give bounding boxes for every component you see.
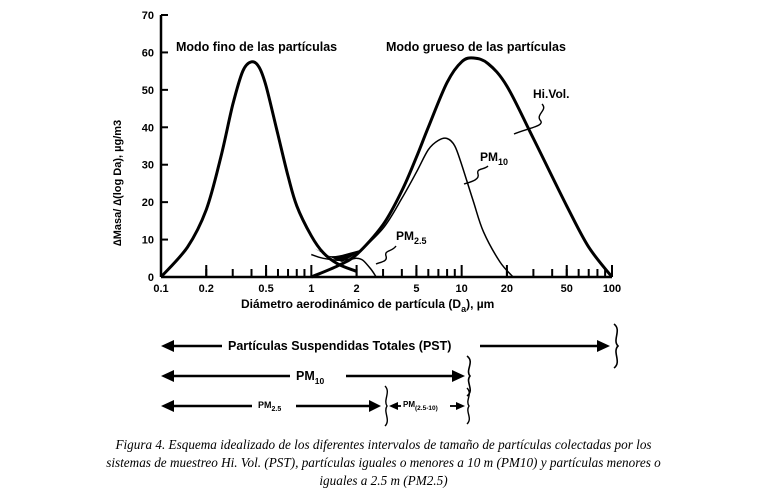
pmcoarse-base: PM bbox=[403, 400, 415, 409]
pm10-brace bbox=[466, 355, 472, 397]
pm25-arrowhead-left bbox=[161, 400, 174, 412]
pm10-annotation-sub: 10 bbox=[498, 157, 508, 167]
hivol-label: Hi.Vol. bbox=[533, 87, 569, 101]
pst-brace bbox=[613, 323, 620, 369]
caption-line-2: sistemas de muestreo Hi. Vol. (PST), par… bbox=[106, 455, 661, 470]
pst-label: Partículas Suspendidas Totales (PST) bbox=[228, 339, 451, 353]
pmcoarse-arrowhead-right bbox=[456, 402, 465, 410]
pm10-annotation-base: PM bbox=[480, 150, 498, 164]
pmcoarse-arrowhead-left bbox=[389, 402, 398, 410]
pm10-range-base: PM bbox=[296, 369, 315, 383]
y-tick-label: 60 bbox=[142, 47, 154, 59]
coarse-mode-label: Modo grueso de las partículas bbox=[386, 40, 566, 54]
x-tick-label: 0.1 bbox=[153, 283, 168, 295]
x-tick-label: 5 bbox=[413, 283, 419, 295]
pmcoarse-brace bbox=[466, 387, 470, 425]
pm25-range-sub: 2.5 bbox=[272, 406, 282, 413]
x-ticks: 0.1 0.2 0.5 1 2 5 10 20 50 100 bbox=[153, 265, 621, 295]
plot-axes bbox=[159, 15, 612, 279]
pm25-curve bbox=[311, 253, 377, 278]
pm25-range-base: PM bbox=[258, 400, 272, 410]
hivol-curve bbox=[310, 56, 614, 279]
pm25-range-label: PM2.5 bbox=[258, 400, 281, 413]
pm25-annotation-sub: 2.5 bbox=[414, 236, 427, 246]
pm10-range-sub: 10 bbox=[315, 376, 325, 386]
x-axis-label-unit: ), µm bbox=[466, 297, 494, 311]
pm10-pointer bbox=[463, 165, 489, 185]
pm10-annotation: PM10 bbox=[480, 150, 508, 167]
x-axis-label-sub: a bbox=[461, 304, 467, 314]
y-tick-label: 0 bbox=[148, 272, 154, 284]
caption-line-3: iguales a 2.5 m (PM2.5) bbox=[319, 473, 448, 488]
x-tick-label: 100 bbox=[603, 283, 621, 295]
pm10-range-label: PM10 bbox=[296, 369, 324, 386]
figure-caption: Figura 4. Esquema idealizado de los dife… bbox=[0, 436, 767, 490]
x-axis-label-text: Diámetro aerodinámico de partícula (D bbox=[241, 297, 461, 311]
pm25-annotation: PM2.5 bbox=[396, 229, 427, 246]
y-tick-label: 30 bbox=[142, 160, 154, 172]
y-tick-label: 50 bbox=[142, 85, 154, 97]
pmcoarse-range: PM(2.5-10) bbox=[389, 387, 470, 425]
x-tick-label: 0.2 bbox=[199, 283, 214, 295]
pmcoarse-sub: (2.5-10) bbox=[415, 405, 438, 412]
pm10-arrowhead-left bbox=[161, 370, 174, 382]
pm10-range: PM10 bbox=[161, 355, 472, 397]
y-tick-label: 20 bbox=[142, 197, 154, 209]
x-tick-label: 1 bbox=[308, 283, 314, 295]
fine-mode-label: Modo fino de las partículas bbox=[176, 40, 337, 54]
y-tick-label: 70 bbox=[142, 10, 154, 22]
pm25-pointer bbox=[375, 245, 397, 265]
pm25-range: PM2.5 bbox=[161, 385, 388, 427]
pst-range: Partículas Suspendidas Totales (PST) bbox=[161, 323, 620, 369]
y-tick-label: 40 bbox=[142, 122, 154, 134]
pst-arrowhead-left bbox=[161, 340, 174, 352]
y-axis-label: ∆Masa/ ∆(log Da), µg/m3 bbox=[112, 120, 124, 246]
pm25-brace bbox=[384, 385, 388, 427]
fine-mode-curve bbox=[159, 60, 358, 279]
x-tick-label: 2 bbox=[354, 283, 360, 295]
x-tick-label: 50 bbox=[561, 283, 573, 295]
y-ticks: 0 10 20 30 40 50 60 70 bbox=[142, 10, 168, 284]
pm25-arrowhead-right bbox=[369, 400, 381, 412]
pm10-curve bbox=[356, 137, 514, 278]
pst-arrowhead-right bbox=[597, 340, 610, 352]
overlap-shade bbox=[312, 247, 360, 262]
caption-line-1: Figura 4. Esquema idealizado de los dife… bbox=[115, 437, 652, 452]
x-axis-label: Diámetro aerodinámico de partícula (Da),… bbox=[241, 297, 494, 314]
pm25-annotation-base: PM bbox=[396, 229, 414, 243]
y-tick-label: 10 bbox=[142, 235, 154, 247]
x-tick-label: 0.5 bbox=[258, 283, 273, 295]
hivol-pointer bbox=[513, 103, 545, 135]
x-tick-label: 20 bbox=[501, 283, 513, 295]
x-tick-label: 10 bbox=[456, 283, 468, 295]
pm10-arrowhead-right bbox=[452, 370, 465, 382]
pmcoarse-label: PM(2.5-10) bbox=[403, 400, 438, 412]
